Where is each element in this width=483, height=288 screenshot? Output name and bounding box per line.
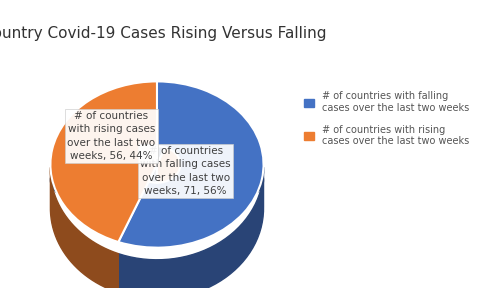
Polygon shape <box>118 167 264 288</box>
Text: # of countries
with falling cases
over the last two
weeks, 71, 56%: # of countries with falling cases over t… <box>140 146 231 196</box>
Ellipse shape <box>50 143 264 217</box>
Text: Country Covid-19 Cases Rising Versus Falling: Country Covid-19 Cases Rising Versus Fal… <box>0 26 327 41</box>
Legend: # of countries with falling
cases over the last two weeks, # of countries with r: # of countries with falling cases over t… <box>304 91 469 146</box>
Wedge shape <box>118 82 264 248</box>
Polygon shape <box>50 167 118 288</box>
Wedge shape <box>50 82 180 242</box>
Text: # of countries
with rising cases
over the last two
weeks, 56, 44%: # of countries with rising cases over th… <box>68 111 156 161</box>
